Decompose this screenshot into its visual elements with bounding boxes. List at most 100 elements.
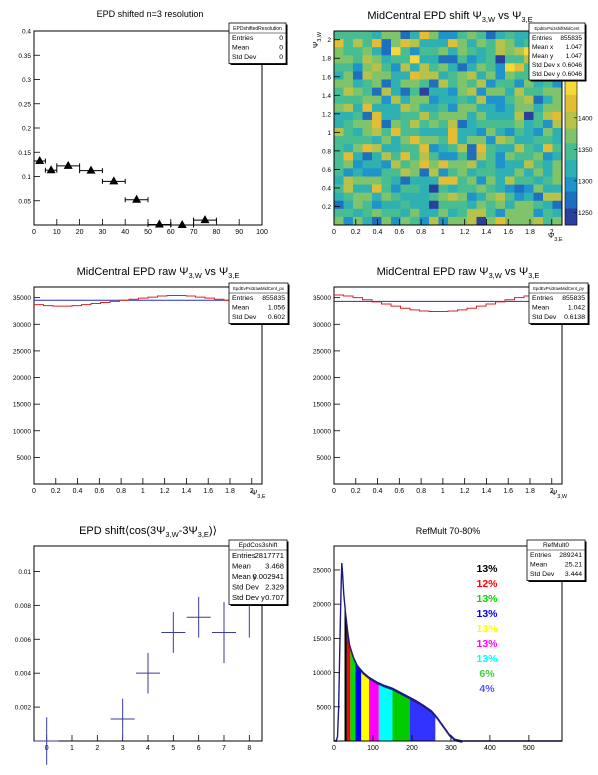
heatmap-cell [438,103,449,113]
stats-row-label: Mean y [532,53,554,60]
color-bar-step [565,135,577,139]
heatmap-cell [372,200,382,210]
color-bar-step [565,196,577,199]
color-bar-step [565,171,577,175]
heatmap-cell [533,200,544,210]
color-bar-step [565,191,577,194]
heatmap-cell [495,111,506,121]
heatmap-cell [457,216,468,226]
heatmap-cell [400,95,411,105]
color-bar-step [565,200,577,204]
heatmap-cell [505,55,515,64]
x-axis-subscript: 3,E [257,494,266,500]
stats-row-label: Std Dev [232,54,257,61]
heatmap-cell [353,144,363,153]
y-axis-symbol: Ψ [311,42,320,48]
percentage-label: 4% [479,683,495,695]
heatmap-cell [438,192,449,202]
heatmap-cell [476,152,487,161]
heatmap-cell [334,200,344,210]
heatmap-cell [343,144,354,153]
heatmap-cell [457,111,468,121]
x-tick-label: 1.8 [225,488,235,495]
heatmap-cell [514,55,525,64]
stats-box [528,22,586,81]
title-title_sub2: 3,E [228,271,239,280]
heatmap-cell [429,216,439,226]
stats-row-value: 289241 [559,552,582,559]
heatmap-cell [486,71,496,80]
heatmap-cell [400,63,411,72]
heatmap-cell [543,119,553,129]
heatmap-cell [381,39,392,48]
heatmap-cell [391,208,401,218]
heatmap-cell [505,152,515,161]
heatmap-cell [514,95,525,105]
heatmap-cell [372,152,382,161]
stats-row-value: 1.042 [568,305,585,312]
heatmap-cell [438,87,449,96]
panel-raw-east: 0 0.2 0.4 0.6 0.8 1 1.2 1.4 1.6 1.8 25000100001500… [13,266,290,500]
color-bar-step [565,123,577,127]
heatmap-cell [552,184,563,193]
heatmap-cell [552,119,563,129]
data-point [35,155,45,164]
y-tick-label: 1.6 [322,74,331,81]
heatmap-cell [419,128,430,137]
color-bar-step [565,142,577,146]
x-tick-label: 60 [167,229,175,236]
color-bar-step [565,215,577,219]
heatmap-cell [448,55,458,64]
heatmap-cell [486,168,496,177]
color-bar-step [565,181,577,185]
heatmap-cell [552,168,563,177]
heatmap-cell [419,160,430,169]
heatmap-cell [372,95,382,105]
heatmap-cell [400,168,411,177]
heatmap-cell [429,152,439,161]
color-bar-step [565,84,577,88]
heatmap-cell [419,200,430,210]
color-bar-step [565,154,577,158]
heatmap-cell [429,184,439,193]
x-tick-label: 20 [76,229,84,236]
heatmap-cell [514,79,525,88]
heatmap-cell [552,192,563,202]
x-tick-label: 7 [222,745,226,752]
heatmap-cell [533,136,544,145]
heatmap-cell [438,55,449,64]
stats-row-label: Entries [232,551,256,560]
heatmap-cell [372,144,382,153]
y-tick-label: 10000 [313,670,331,677]
heatmap-cell [353,128,363,137]
heatmap-cell [505,31,515,40]
heatmap-cell [429,192,439,202]
heatmap-cell [334,160,344,169]
stats-box [228,282,289,324]
heatmap-cell [524,103,534,113]
stats-box-title: EPDshiftedResolution [233,26,282,32]
heatmap-cell [495,31,506,40]
heatmap-cell [372,119,382,129]
heatmap-cell [467,31,477,40]
stats-row-label: Std Dev [232,314,257,321]
heatmap-cell [448,200,458,210]
stats-row-label: Std Dev x [532,62,561,69]
heatmap-cell [495,95,506,105]
y-tick-label: 35000 [313,295,331,302]
heatmap-cell [400,31,411,40]
heatmap-cell [343,160,354,169]
percentage-label: 13% [476,653,498,665]
heatmap-cell [381,216,392,226]
heatmap-cell [343,79,354,88]
heatmap-cell [438,152,449,161]
heatmap-cell [533,119,544,129]
color-bar-step [565,198,577,202]
heatmap-cell [448,136,458,145]
x-tick-label: 2 [250,488,254,495]
heatmap-cell [419,103,430,113]
color-bar-step [565,162,577,165]
y-tick-label: 0.3 [22,77,31,84]
heatmap-cell [400,79,411,88]
